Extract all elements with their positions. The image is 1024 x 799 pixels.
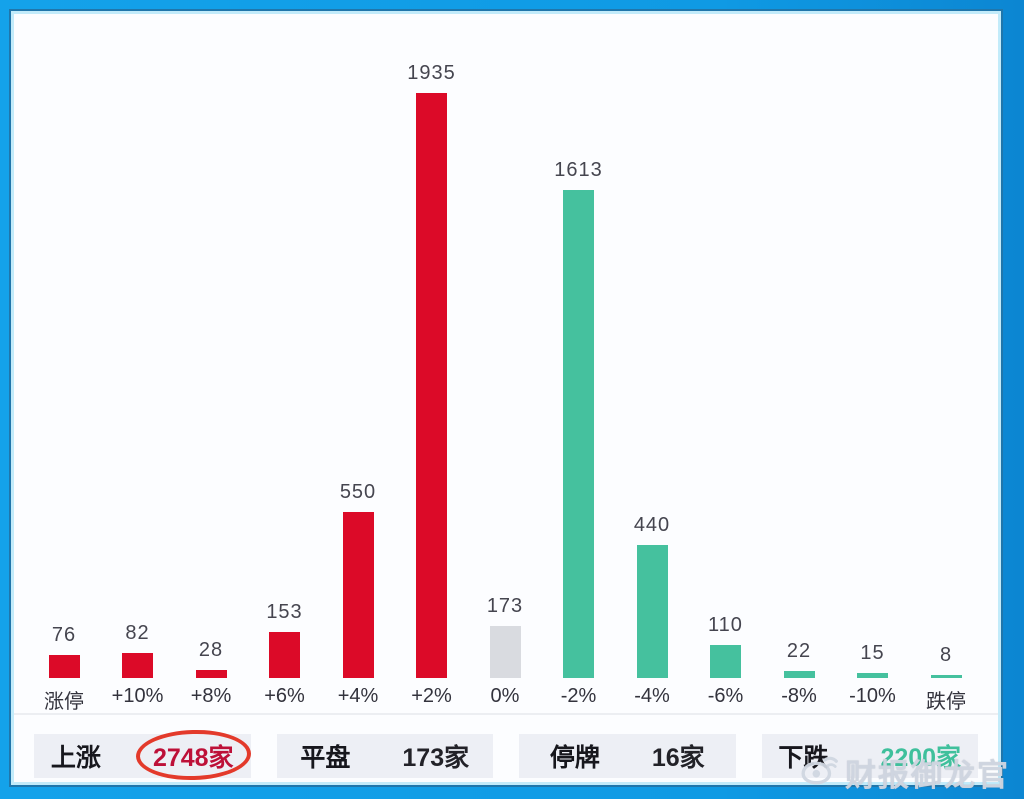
- bar-value-label: 550: [339, 481, 377, 503]
- watermark-text: 财报御龙官: [845, 758, 1010, 793]
- bar-column: 173 0%: [469, 14, 541, 707]
- summary-divider: [14, 713, 998, 715]
- bar-column: 8 跌停: [910, 14, 982, 713]
- bar-category-label: +2%: [411, 685, 452, 707]
- bar-value-label: 82: [125, 622, 150, 644]
- bar-column: 28 +8%: [175, 14, 247, 707]
- summary-label: 平盘: [300, 744, 351, 772]
- bar-category-label: +8%: [190, 685, 232, 707]
- summary-value: 2748家: [153, 738, 234, 774]
- bar-category-label: 涨停: [44, 691, 84, 713]
- bar-column: 550 +4%: [322, 14, 394, 707]
- summary-value: 2200家: [880, 744, 962, 772]
- bar-value-label: 173: [486, 595, 524, 617]
- weibo-eye-icon: [800, 754, 840, 791]
- bar-value-label: 1613: [554, 159, 603, 181]
- summary-label: 停牌: [549, 744, 600, 772]
- bar-value-label: 1935: [407, 62, 456, 84]
- bar-category-label: -8%: [781, 685, 817, 707]
- bar: [48, 655, 80, 678]
- bar-value-label: 153: [266, 601, 303, 623]
- bar: [636, 545, 668, 678]
- bar: [857, 673, 888, 678]
- bar-column: 1935 +2%: [396, 14, 468, 707]
- bar-value-label: 110: [708, 614, 743, 636]
- bar: [195, 670, 227, 678]
- bar-category-label: -4%: [634, 685, 670, 707]
- bar-category-label: -6%: [707, 685, 744, 707]
- bar-category-label: 0%: [490, 685, 520, 707]
- bar-category-label: -2%: [560, 685, 597, 707]
- bar: [930, 675, 962, 678]
- summary-box: 上涨 2748家: [34, 734, 251, 778]
- summary-box: 下跌 2200家: [761, 734, 978, 778]
- bar-chart: 76 涨停 82 +10% 28 +8% 153 +6% 550 +4% 193…: [28, 14, 982, 713]
- bar-category-label: +4%: [337, 685, 379, 707]
- bar-column: 22 -8%: [763, 14, 835, 707]
- bar-category-label: 跌停: [926, 691, 966, 713]
- summary-label: 下跌: [778, 744, 829, 772]
- bar: [489, 626, 521, 678]
- bar-column: 15 -10%: [837, 14, 909, 707]
- summary-label: 上涨: [50, 744, 101, 772]
- bar-value-label: 440: [633, 514, 671, 536]
- summary-value: 16家: [651, 744, 705, 772]
- bar-category-label: +6%: [264, 685, 305, 707]
- bar: [563, 190, 594, 678]
- summary-row: 上涨 2748家 平盘 173家 停牌 16家 下跌 2200家: [34, 734, 978, 778]
- summary-box: 停牌 16家: [519, 734, 736, 778]
- bar: [710, 645, 741, 678]
- bar-value-label: 76: [51, 624, 77, 646]
- bar-column: 440 -4%: [616, 14, 688, 707]
- watermark: 财报御龙官: [800, 750, 1010, 795]
- bar: [783, 671, 815, 678]
- bar: [269, 632, 300, 678]
- chart-panel: 76 涨停 82 +10% 28 +8% 153 +6% 550 +4% 193…: [9, 9, 1008, 793]
- bar-column: 82 +10%: [102, 14, 174, 707]
- summary-box: 平盘 173家: [276, 734, 493, 778]
- summary-value: 173家: [402, 744, 470, 772]
- bar-column: 153 +6%: [249, 14, 321, 707]
- bar-column: 110 -6%: [690, 14, 762, 707]
- bar-category-label: +10%: [111, 685, 164, 707]
- bar-value-label: 8: [939, 644, 953, 666]
- bar-category-label: -10%: [849, 685, 896, 707]
- bar-column: 76 涨停: [28, 14, 100, 713]
- bar: [342, 512, 374, 678]
- bar-value-label: 28: [198, 639, 224, 661]
- bar-value-label: 22: [786, 640, 812, 662]
- bar-column: 1613 -2%: [543, 14, 615, 707]
- bar-value-label: 15: [860, 642, 885, 664]
- bar: [416, 93, 447, 678]
- bar: [122, 653, 153, 678]
